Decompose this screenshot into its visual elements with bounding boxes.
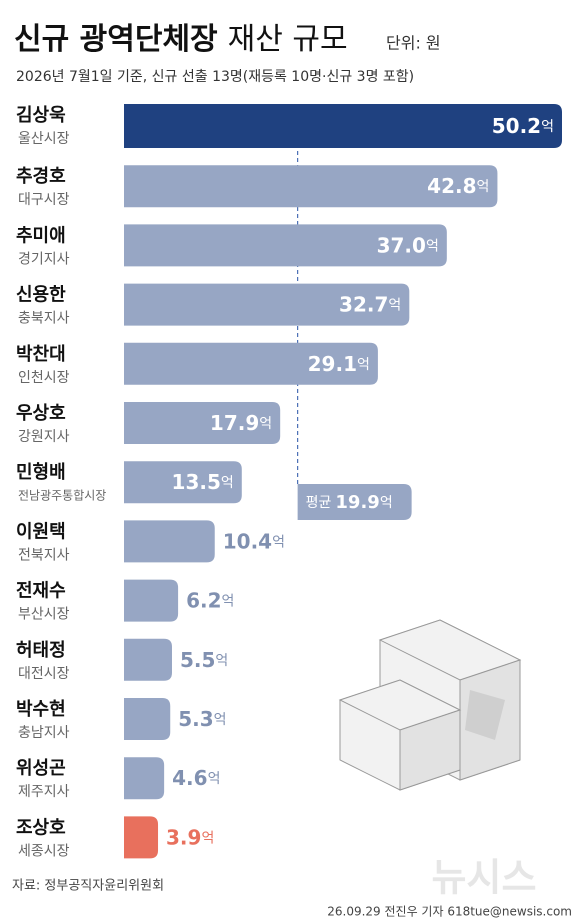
value-unit: 억 (214, 712, 227, 728)
bar (124, 816, 159, 859)
category-label: 전재수 (16, 581, 66, 602)
value-label: 10.4억 (223, 529, 285, 553)
region-label: 울산시장 (18, 131, 70, 147)
bar (124, 757, 165, 800)
category-label: 박찬대 (16, 344, 66, 365)
region-label: 충북지사 (18, 311, 70, 327)
source: 자료: 정부공직자윤리위원회 (12, 879, 164, 894)
bar (124, 283, 410, 326)
category-label: 김상욱 (16, 105, 66, 126)
bar (124, 165, 498, 208)
value-unit: 억 (541, 119, 554, 135)
value-number: 5.5 (180, 647, 215, 671)
value-number: 4.6 (172, 766, 207, 790)
value-unit: 억 (272, 534, 285, 550)
average-label: 평균 19.9억 (306, 492, 393, 513)
category-label: 이원택 (16, 521, 66, 542)
value-label: 6.2억 (186, 588, 234, 612)
region-label: 인천시장 (18, 370, 70, 386)
value-number: 10.4 (223, 529, 272, 553)
money-illustration (338, 619, 522, 791)
average-name: 평균 (306, 495, 332, 511)
value-number: 42.8 (427, 174, 476, 198)
value-unit: 억 (201, 830, 214, 846)
bar (124, 224, 447, 267)
value-label: 3.9억 (166, 825, 214, 849)
credit: 26.09.29 전진우 기자 618tue@newsis.com (327, 905, 572, 919)
value-label: 4.6억 (172, 766, 220, 790)
bar (124, 520, 215, 563)
region-label: 전북지사 (18, 547, 70, 563)
value-number: 50.2 (492, 114, 541, 138)
value-number: 5.3 (178, 707, 213, 731)
region-label: 제주지사 (18, 784, 70, 800)
category-label: 추경호 (16, 166, 66, 187)
region-label: 대구시장 (18, 192, 70, 208)
category-label: 추미애 (16, 225, 66, 246)
bar (124, 579, 179, 622)
value-unit: 억 (215, 653, 228, 669)
category-label: 민형배 (16, 462, 66, 483)
category-label: 허태정 (16, 640, 66, 661)
value-label: 37.0억 (377, 233, 439, 257)
value-unit: 억 (222, 594, 235, 610)
category-label: 위성곤 (16, 758, 66, 779)
category-label: 조상호 (16, 817, 66, 838)
value-unit: 억 (221, 475, 234, 491)
value-label: 17.9억 (210, 411, 272, 435)
average-value: 19.9 (335, 492, 379, 513)
bar (124, 342, 378, 385)
bar (124, 638, 172, 681)
value-unit: 억 (477, 179, 490, 195)
category-label: 신용한 (16, 285, 66, 306)
value-label: 5.5억 (180, 647, 228, 671)
value-number: 6.2 (186, 588, 221, 612)
logo: 뉴시스 (432, 856, 537, 900)
value-number: 29.1 (308, 351, 357, 375)
value-unit: 억 (357, 357, 370, 373)
average-unit: 억 (380, 495, 393, 511)
chart-title: 신규 광역단체장 재산 규모 (14, 22, 348, 57)
region-label: 대전시장 (18, 666, 70, 682)
subtitle: 2026년 7월1일 기준, 신규 선출 13명(재등록 10명·신규 3명 포… (16, 69, 414, 85)
value-label: 42.8억 (427, 174, 489, 198)
bar (124, 104, 562, 148)
value-label: 29.1억 (308, 351, 370, 375)
region-label: 경기지사 (18, 251, 70, 267)
value-label: 13.5억 (172, 470, 234, 494)
value-label: 50.2억 (492, 114, 554, 138)
value-number: 3.9 (166, 825, 201, 849)
unit-note: 단위: 원 (386, 34, 441, 53)
bar (124, 402, 281, 444)
category-label: 우상호 (16, 403, 66, 424)
region-label: 전남광주통합시장 (18, 489, 106, 503)
bar (124, 698, 171, 740)
region-label: 세종시장 (18, 843, 70, 859)
bar (124, 461, 242, 504)
value-unit: 억 (208, 771, 221, 787)
value-unit: 억 (388, 298, 401, 314)
average-box (297, 484, 412, 520)
region-label: 강원지사 (18, 429, 70, 445)
value-label: 5.3억 (178, 707, 226, 731)
region-label: 부산시장 (18, 607, 70, 623)
category-label: 박수현 (16, 699, 66, 720)
value-label: 32.7억 (339, 292, 401, 316)
value-number: 37.0 (377, 233, 426, 257)
value-unit: 억 (259, 416, 272, 432)
value-number: 32.7 (339, 292, 388, 316)
value-unit: 억 (426, 238, 439, 254)
region-label: 충남지사 (18, 725, 70, 741)
value-number: 17.9 (210, 411, 259, 435)
value-number: 13.5 (172, 470, 221, 494)
